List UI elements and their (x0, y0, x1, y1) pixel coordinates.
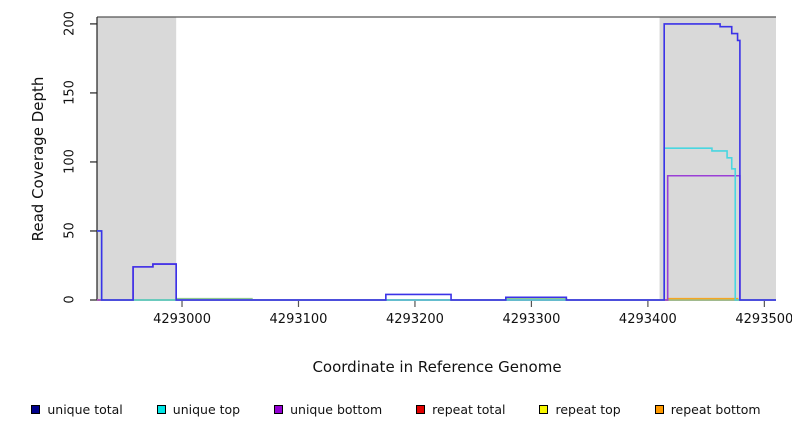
legend-label: unique total (47, 401, 123, 417)
legend-swatch-icon (156, 404, 166, 414)
legend-item: repeat bottom (654, 401, 761, 417)
legend-label: repeat top (555, 401, 621, 417)
legend-label: unique bottom (290, 401, 383, 417)
legend-item: unique top (156, 401, 241, 417)
x-tick-label: 4293100 (269, 312, 328, 327)
x-axis-label: Coordinate in Reference Genome (312, 358, 562, 376)
legend-item: unique bottom (274, 402, 382, 417)
legend-swatch-icon (539, 404, 549, 414)
legend-swatch-icon (31, 404, 41, 414)
x-tick-label: 4293500 (735, 312, 792, 327)
x-tick-label: 4293200 (386, 312, 444, 327)
series-unique-total (97, 23, 776, 301)
legend-label: unique top (172, 401, 241, 417)
x-tick-label: 4293300 (502, 312, 561, 327)
right-repeat-region (659, 17, 776, 300)
left-repeat-region (97, 17, 177, 300)
legend-item: repeat total (416, 402, 505, 417)
x-tick-label: 4293000 (153, 312, 211, 327)
legend-swatch-icon (654, 404, 664, 414)
legend-swatch-icon (416, 404, 426, 414)
legend-label: repeat bottom (670, 401, 761, 417)
legend-item: repeat top (539, 401, 621, 417)
x-tick-label: 4293400 (618, 312, 677, 327)
legend-label: repeat total (432, 401, 506, 417)
chart-legend: unique total unique top unique bottom repea… (0, 398, 792, 420)
legend-item: unique total (31, 401, 123, 417)
legend-swatch-icon (274, 404, 284, 414)
